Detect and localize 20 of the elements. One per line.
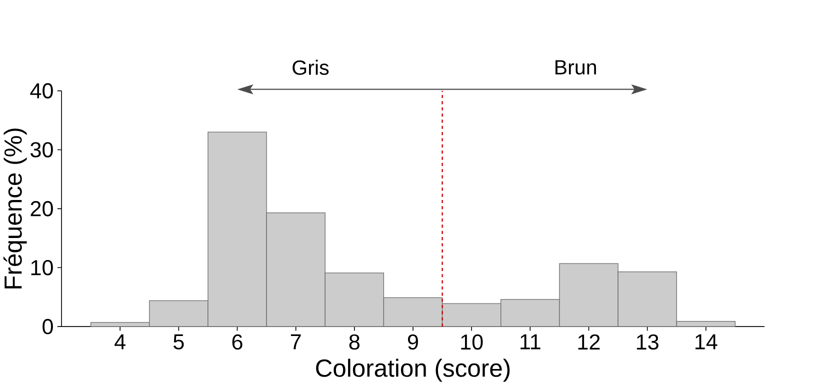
- x-tick-label: 12: [578, 334, 600, 350]
- x-tick-label: 6: [232, 334, 242, 350]
- x-axis-title: Coloration (score): [316, 358, 510, 382]
- y-axis-title: Fréquence (%): [3, 128, 27, 289]
- x-tick-label: 11: [520, 334, 540, 350]
- x-tick-label: 9: [408, 334, 418, 350]
- x-tick-label: 4: [114, 334, 126, 350]
- x-tick-label: 8: [349, 334, 360, 350]
- y-tick-label: 20: [30, 201, 53, 216]
- x-tick-label: 10: [461, 334, 483, 350]
- text: Gris: [292, 60, 329, 76]
- x-tick-label: 5: [174, 334, 184, 350]
- text: Brun: [556, 60, 596, 75]
- y-tick-label: 30: [30, 142, 53, 158]
- x-tick-label: 14: [696, 334, 718, 350]
- y-tick-label: 40: [30, 83, 53, 99]
- x-tick-label: 7: [290, 334, 301, 350]
- y-tick-label: 10: [31, 260, 53, 276]
- y-tick-label: 0: [42, 319, 53, 334]
- x-tick-label: 13: [636, 334, 658, 350]
